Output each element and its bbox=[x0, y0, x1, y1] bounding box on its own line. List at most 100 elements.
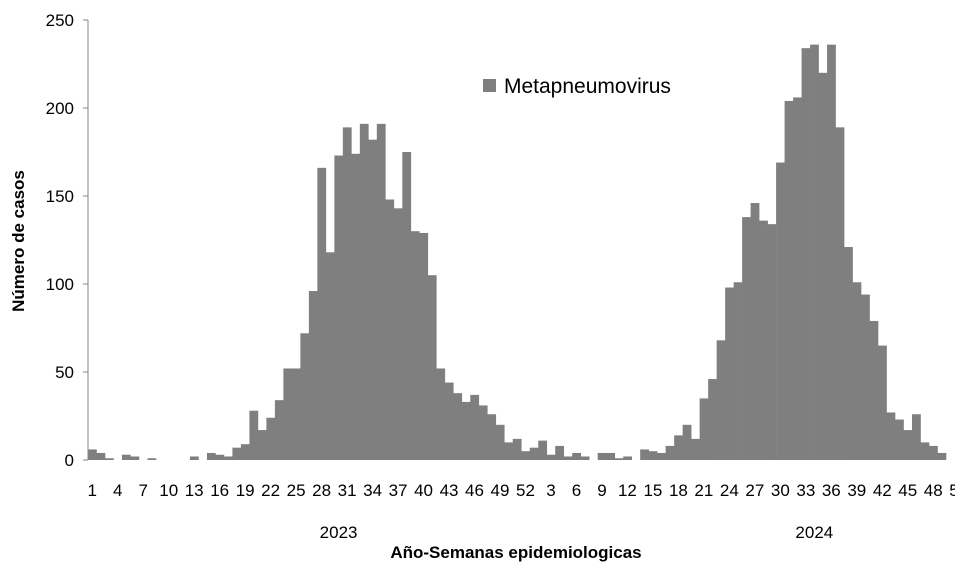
x-tick-label: 52 bbox=[516, 481, 535, 500]
bar bbox=[750, 203, 760, 461]
x-tick-label: 43 bbox=[440, 481, 459, 500]
bar bbox=[206, 452, 216, 460]
bar bbox=[104, 458, 114, 460]
bar bbox=[640, 449, 649, 460]
x-tick-label: 34 bbox=[363, 481, 382, 500]
y-tick-label: 200 bbox=[46, 99, 74, 118]
x-tick-label: 40 bbox=[414, 481, 433, 500]
bar bbox=[648, 451, 658, 460]
x-tick-label: 49 bbox=[491, 481, 510, 500]
bar bbox=[912, 414, 921, 460]
bar bbox=[929, 445, 938, 460]
bar bbox=[725, 287, 734, 460]
bar bbox=[512, 438, 522, 460]
x-tick-label: 30 bbox=[771, 481, 790, 500]
y-tick-label: 50 bbox=[55, 363, 74, 382]
y-tick-labels: 0 50 100 150 200 250 bbox=[46, 11, 88, 470]
bar bbox=[223, 456, 233, 460]
bar bbox=[283, 368, 293, 460]
x-tick-label: 9 bbox=[597, 481, 606, 500]
bar bbox=[572, 452, 582, 460]
bar bbox=[334, 155, 344, 460]
bar bbox=[674, 435, 683, 460]
bar bbox=[189, 456, 199, 460]
x-tick-label: 16 bbox=[210, 481, 229, 500]
bar bbox=[580, 456, 590, 460]
bar bbox=[487, 414, 497, 460]
bar bbox=[597, 452, 607, 460]
bar bbox=[784, 100, 794, 461]
x-tick-label: 19 bbox=[236, 481, 255, 500]
x-tick-label: 28 bbox=[312, 481, 331, 500]
legend: Metapneumovirus bbox=[483, 75, 671, 98]
x-tick-label: 42 bbox=[873, 481, 892, 500]
x-tick-label: 27 bbox=[745, 481, 764, 500]
x-tick-label: 37 bbox=[389, 481, 408, 500]
year-label: 2024 bbox=[795, 523, 833, 542]
year-label: 2023 bbox=[320, 523, 358, 542]
bar bbox=[801, 48, 811, 460]
x-tick-label: 1 bbox=[88, 481, 97, 500]
x-tick-label: 25 bbox=[287, 481, 306, 500]
bar bbox=[342, 127, 352, 461]
bar bbox=[376, 123, 386, 460]
bar bbox=[835, 127, 845, 461]
bar bbox=[274, 400, 284, 460]
bar bbox=[920, 442, 930, 460]
bar bbox=[470, 394, 480, 460]
bar bbox=[886, 412, 896, 460]
x-tick-label: 36 bbox=[822, 481, 841, 500]
bar bbox=[453, 393, 463, 460]
bar bbox=[478, 405, 488, 460]
bar bbox=[827, 44, 836, 460]
x-tick-label: 4 bbox=[113, 481, 122, 500]
y-tick-label: 150 bbox=[46, 187, 74, 206]
bar bbox=[767, 224, 777, 460]
bar bbox=[249, 410, 259, 460]
bar bbox=[733, 282, 743, 460]
bar bbox=[96, 452, 106, 460]
bar bbox=[461, 401, 471, 460]
bar bbox=[563, 456, 573, 460]
x-tick-label: 46 bbox=[465, 481, 484, 500]
bar bbox=[317, 167, 327, 460]
bar bbox=[266, 417, 276, 460]
bar bbox=[708, 379, 717, 460]
x-tick-label: 12 bbox=[618, 481, 637, 500]
bar bbox=[359, 123, 369, 460]
bar bbox=[232, 447, 242, 460]
x-tick-label: 10 bbox=[159, 481, 178, 500]
bar bbox=[147, 458, 157, 460]
x-tick-label: 13 bbox=[185, 481, 204, 500]
bar bbox=[691, 438, 700, 460]
bar bbox=[88, 449, 97, 460]
bar bbox=[793, 97, 802, 460]
bar bbox=[393, 208, 403, 460]
x-tick-label: 6 bbox=[572, 481, 581, 500]
bar bbox=[308, 291, 318, 460]
bar bbox=[495, 424, 505, 460]
x-tick-label: 33 bbox=[796, 481, 815, 500]
bar bbox=[402, 152, 412, 460]
bar bbox=[682, 424, 692, 460]
bar bbox=[903, 430, 913, 460]
bars-layer bbox=[88, 44, 947, 461]
bar bbox=[937, 452, 947, 460]
x-tick-labels: 1 4 7 10 13 16 19 22 25 28 31 34 37 40 43 46 49 52 3 6 9 12 15… bbox=[88, 481, 955, 500]
bar bbox=[606, 452, 615, 460]
y-tick-label: 0 bbox=[65, 451, 74, 470]
year-group-labels: 2023 2024 bbox=[320, 523, 834, 542]
bar bbox=[130, 456, 140, 460]
bar bbox=[257, 430, 267, 460]
bar bbox=[419, 232, 429, 460]
bar bbox=[716, 340, 726, 460]
x-tick-label: 51 bbox=[949, 481, 955, 500]
bar bbox=[555, 445, 565, 460]
bar bbox=[665, 445, 675, 460]
bar bbox=[436, 368, 446, 460]
bar bbox=[521, 451, 531, 460]
bar bbox=[240, 444, 250, 460]
bar bbox=[121, 454, 131, 460]
bar bbox=[776, 162, 785, 460]
